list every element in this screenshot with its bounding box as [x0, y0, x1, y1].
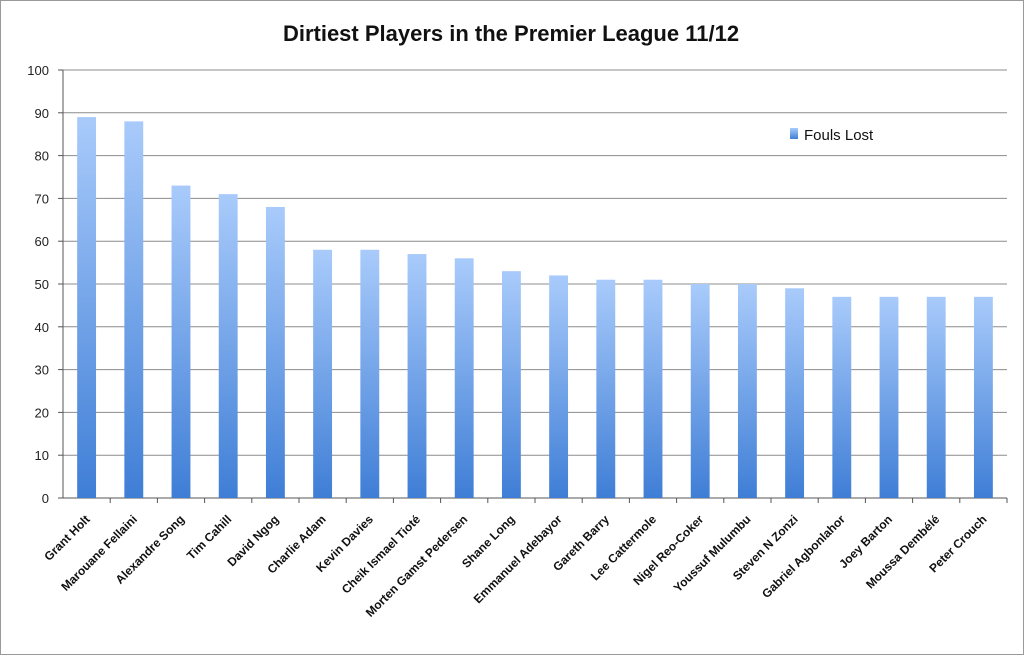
- bars: [77, 117, 993, 499]
- bar: [785, 288, 805, 498]
- legend: Fouls Lost: [790, 127, 874, 144]
- bar: [879, 296, 899, 498]
- bar: [124, 121, 144, 499]
- bar: [454, 258, 474, 498]
- x-tick-label: Tim Cahill: [184, 512, 234, 562]
- bar: [973, 296, 993, 498]
- bar: [643, 279, 663, 498]
- y-tick-label: 60: [35, 234, 49, 249]
- bar: [313, 249, 333, 498]
- bar: [690, 284, 710, 498]
- y-tick-label: 90: [35, 106, 49, 121]
- bar: [360, 249, 380, 498]
- legend-label: Fouls Lost: [804, 127, 874, 144]
- bar: [596, 279, 616, 498]
- y-tick-label: 40: [35, 320, 49, 335]
- bar: [265, 206, 285, 498]
- bar: [171, 185, 191, 498]
- bar: [218, 194, 238, 498]
- y-tick-label: 0: [42, 491, 49, 506]
- legend-swatch: [790, 128, 798, 139]
- bar: [549, 275, 569, 498]
- y-tick-label: 70: [35, 191, 49, 206]
- y-tick-label: 100: [27, 63, 49, 78]
- bar: [832, 296, 852, 498]
- bar: [737, 284, 757, 498]
- x-tick-label: Gabriel Agbonlahor: [759, 512, 848, 601]
- y-axis-ticks: 0 10 20 30 40 50 60 70 80 90 100: [27, 63, 63, 506]
- x-tick-label: Cheik Ismael Tioté: [339, 512, 423, 596]
- y-tick-label: 10: [35, 448, 49, 463]
- y-tick-label: 50: [35, 277, 49, 292]
- bar: [77, 117, 97, 498]
- y-tick-label: 30: [35, 363, 49, 378]
- y-tick-label: 80: [35, 149, 49, 164]
- chart-title: Dirtiest Players in the Premier League 1…: [283, 21, 739, 46]
- bar: [926, 296, 946, 498]
- x-tick-label: Emmanuel Adebayor: [471, 512, 565, 606]
- bar: [407, 254, 427, 498]
- y-tick-label: 20: [35, 405, 49, 420]
- bar: [501, 271, 521, 498]
